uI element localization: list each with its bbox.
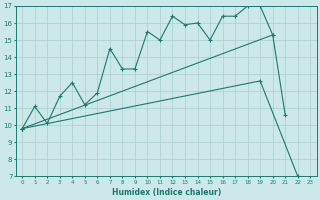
X-axis label: Humidex (Indice chaleur): Humidex (Indice chaleur) — [112, 188, 221, 197]
